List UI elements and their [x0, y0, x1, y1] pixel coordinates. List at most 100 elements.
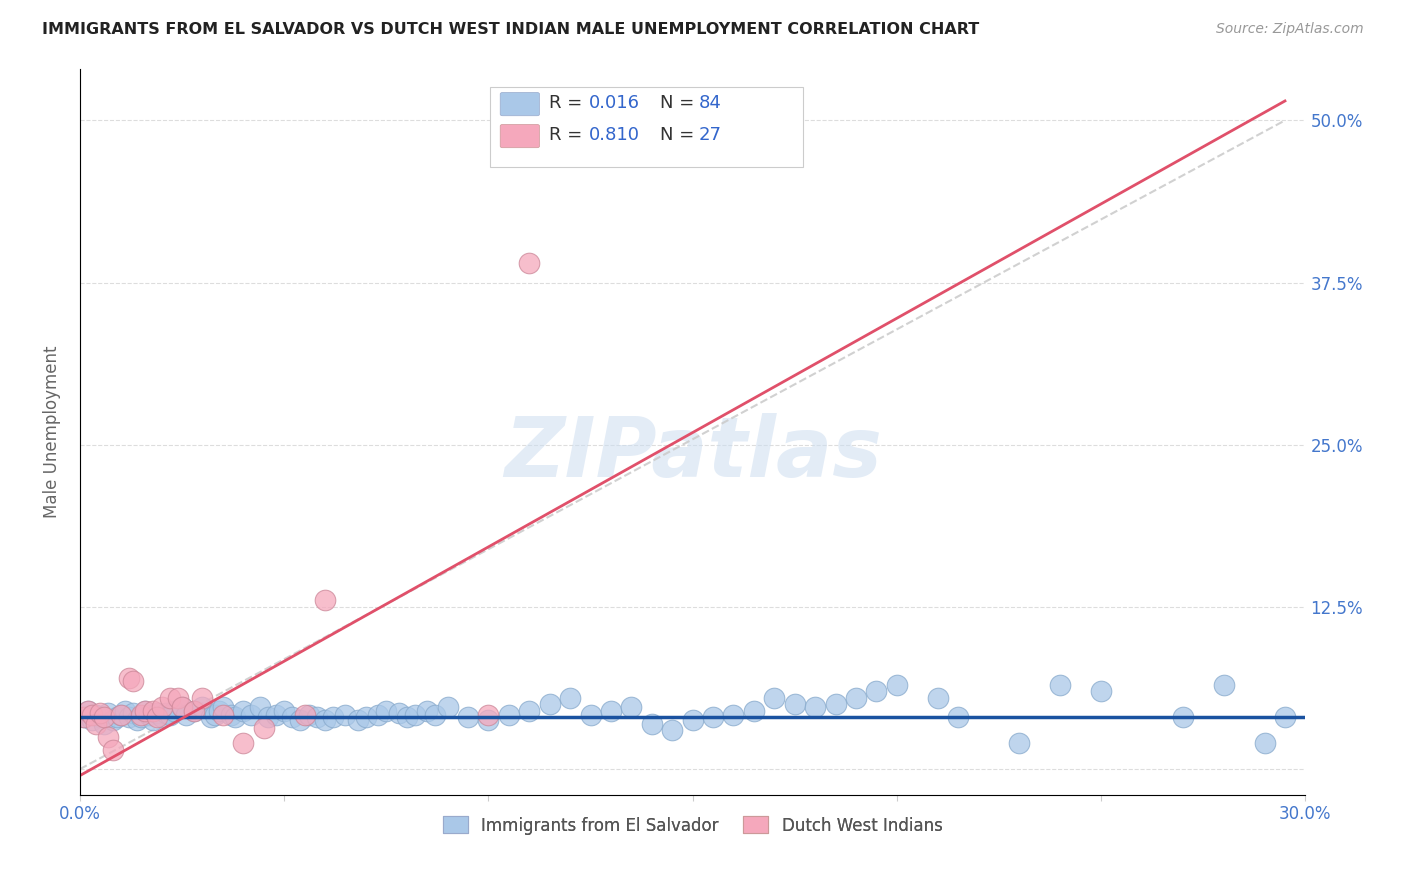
- Point: [865, 684, 887, 698]
- Point: [1171, 710, 1194, 724]
- Point: [804, 699, 827, 714]
- Point: [146, 706, 169, 721]
- Point: [159, 707, 181, 722]
- Point: [110, 707, 132, 722]
- Point: [163, 704, 186, 718]
- Point: [134, 704, 156, 718]
- Point: [294, 707, 316, 722]
- Point: [84, 707, 107, 722]
- Point: [723, 707, 745, 722]
- Point: [425, 707, 447, 722]
- Point: [84, 716, 107, 731]
- Point: [138, 707, 160, 722]
- Text: 0.810: 0.810: [589, 126, 640, 144]
- Point: [89, 706, 111, 721]
- Point: [224, 710, 246, 724]
- Point: [375, 704, 398, 718]
- Point: [142, 704, 165, 718]
- Point: [886, 678, 908, 692]
- Text: N =: N =: [659, 94, 700, 112]
- Point: [264, 707, 287, 722]
- Text: R =: R =: [550, 94, 588, 112]
- Point: [783, 698, 806, 712]
- Point: [763, 690, 786, 705]
- Point: [367, 707, 389, 722]
- Point: [232, 736, 254, 750]
- Point: [125, 713, 148, 727]
- Point: [101, 713, 124, 727]
- Point: [314, 713, 336, 727]
- Point: [436, 699, 458, 714]
- Point: [290, 713, 312, 727]
- Point: [240, 707, 263, 722]
- Point: [1008, 736, 1031, 750]
- Text: Source: ZipAtlas.com: Source: ZipAtlas.com: [1216, 22, 1364, 37]
- Point: [77, 704, 100, 718]
- Point: [183, 704, 205, 718]
- Point: [517, 256, 540, 270]
- Point: [73, 710, 96, 724]
- Point: [211, 707, 233, 722]
- Text: R =: R =: [550, 126, 588, 144]
- Point: [150, 699, 173, 714]
- Point: [1212, 678, 1234, 692]
- Point: [477, 713, 499, 727]
- Point: [146, 710, 169, 724]
- Point: [129, 707, 152, 722]
- Point: [387, 706, 409, 721]
- Point: [742, 704, 765, 718]
- Point: [101, 742, 124, 756]
- Point: [824, 698, 846, 712]
- Point: [1090, 684, 1112, 698]
- Point: [457, 710, 479, 724]
- Point: [702, 710, 724, 724]
- Text: 0.016: 0.016: [589, 94, 640, 112]
- Point: [322, 710, 344, 724]
- Point: [159, 690, 181, 705]
- Point: [114, 704, 136, 718]
- FancyBboxPatch shape: [501, 93, 540, 116]
- Y-axis label: Male Unemployment: Male Unemployment: [44, 345, 60, 518]
- Point: [558, 690, 581, 705]
- Point: [110, 707, 132, 722]
- Point: [105, 710, 128, 724]
- Point: [641, 716, 664, 731]
- Point: [661, 723, 683, 738]
- Point: [354, 710, 377, 724]
- Point: [219, 707, 242, 722]
- Text: ZIPatlas: ZIPatlas: [503, 413, 882, 494]
- Point: [174, 707, 197, 722]
- Point: [620, 699, 643, 714]
- Point: [927, 690, 949, 705]
- Point: [129, 710, 152, 724]
- Point: [167, 690, 190, 705]
- Point: [335, 707, 357, 722]
- Point: [150, 710, 173, 724]
- Point: [1274, 710, 1296, 724]
- Point: [498, 707, 520, 722]
- Point: [845, 690, 868, 705]
- Point: [253, 721, 276, 735]
- Point: [142, 713, 165, 727]
- Text: 84: 84: [699, 94, 721, 112]
- Point: [93, 716, 115, 731]
- Point: [82, 707, 104, 722]
- Point: [134, 704, 156, 718]
- Point: [204, 707, 226, 722]
- Point: [579, 707, 602, 722]
- Point: [305, 710, 328, 724]
- Point: [97, 730, 120, 744]
- Point: [600, 704, 623, 718]
- Point: [298, 707, 321, 722]
- Point: [191, 699, 214, 714]
- Point: [538, 698, 561, 712]
- Point: [232, 704, 254, 718]
- Point: [1049, 678, 1071, 692]
- Point: [118, 671, 141, 685]
- Point: [77, 704, 100, 718]
- Point: [89, 710, 111, 724]
- Point: [404, 707, 426, 722]
- Text: IMMIGRANTS FROM EL SALVADOR VS DUTCH WEST INDIAN MALE UNEMPLOYMENT CORRELATION C: IMMIGRANTS FROM EL SALVADOR VS DUTCH WES…: [42, 22, 980, 37]
- Point: [191, 690, 214, 705]
- Point: [211, 699, 233, 714]
